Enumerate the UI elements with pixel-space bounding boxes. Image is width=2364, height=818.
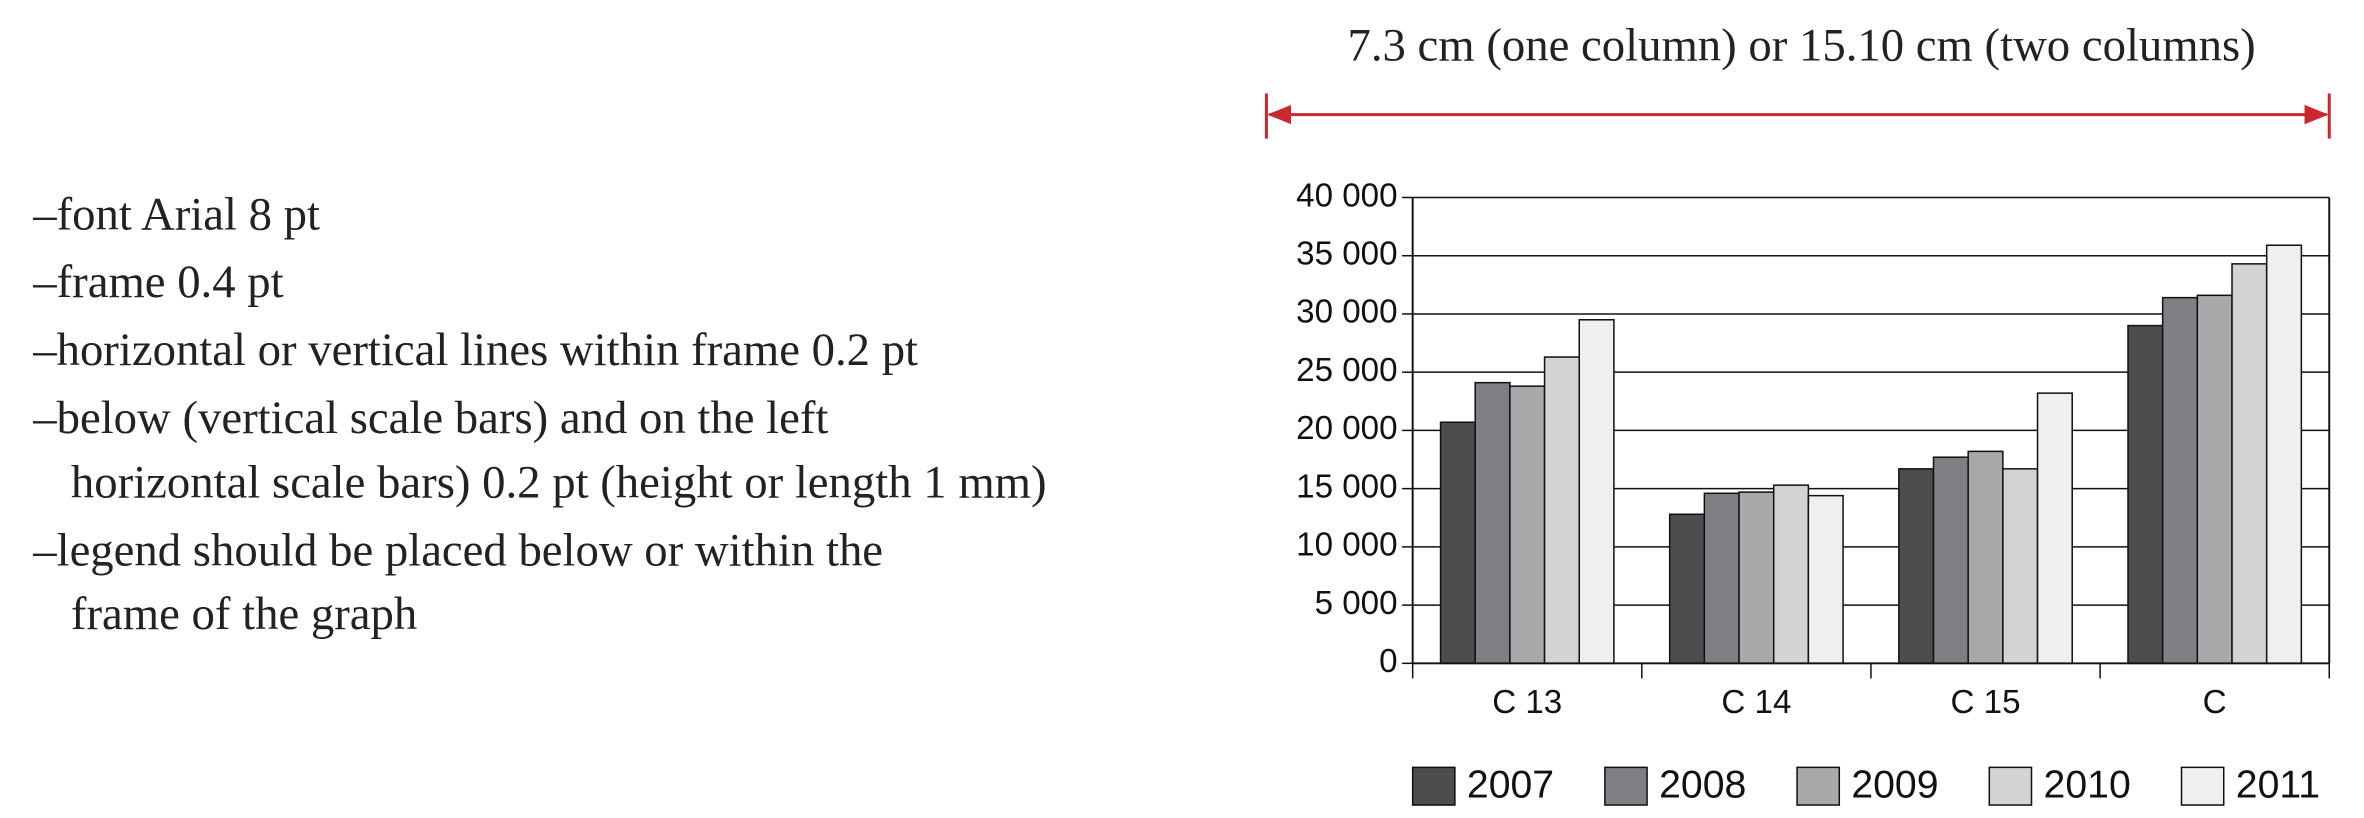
legend-swatch [1988, 766, 2033, 806]
legend-label: 2011 [2236, 763, 2320, 806]
guideline-text: –legend should be placed below or within… [32, 524, 883, 576]
bar [1439, 421, 1476, 665]
legend-swatch [1411, 766, 1456, 806]
bar [1932, 456, 1969, 665]
y-tick-label: 5 000 [1315, 585, 1398, 622]
legend-swatch [1604, 766, 1648, 806]
bar [1474, 381, 1511, 665]
guideline-text: –below (vertical scale bars) and on the … [32, 392, 828, 444]
y-tick-label: 35 000 [1296, 235, 1397, 272]
width-note: 7.3 cm (one column) or 15.10 cm (two col… [1347, 19, 2255, 71]
bar [2161, 296, 2199, 665]
bar [2196, 294, 2233, 665]
x-tick-label: C 14 [1721, 684, 1791, 721]
legend-label: 2007 [1467, 763, 1554, 806]
bar [2127, 324, 2164, 665]
y-tick-label: 15 000 [1296, 468, 1397, 505]
bar [2036, 392, 2073, 665]
guideline-text: –font Arial 8 pt [32, 188, 320, 240]
guideline-text: horizontal scale bars) 0.2 pt (height or… [71, 457, 1047, 509]
bar [2002, 468, 2039, 665]
bar [2231, 263, 2268, 665]
bar [1703, 492, 1740, 665]
legend-label: 2010 [2044, 763, 2131, 806]
bar [1509, 385, 1546, 665]
y-tick-label: 10 000 [1296, 527, 1397, 564]
legend-swatch [2180, 766, 2225, 806]
bar [1668, 513, 1706, 665]
bar [1967, 450, 2004, 665]
guideline-text: –horizontal or vertical lines within fra… [32, 324, 918, 376]
x-tick-label: C 15 [1951, 684, 2021, 721]
y-tick-label: 0 [1379, 643, 1397, 680]
y-tick-label: 30 000 [1296, 294, 1397, 331]
bar [1898, 468, 1935, 665]
bar [1807, 494, 1844, 665]
legend-label: 2009 [1851, 763, 1938, 806]
guideline-text: frame of the graph [71, 588, 417, 640]
bar [1543, 356, 1580, 665]
y-tick-label: 40 000 [1296, 177, 1397, 214]
y-tick-label: 20 000 [1296, 410, 1397, 447]
x-tick-label: C 13 [1492, 684, 1562, 721]
legend-swatch [1796, 766, 1841, 806]
bar [1578, 319, 1615, 665]
guideline-text: –frame 0.4 pt [32, 256, 283, 308]
bar [2265, 244, 2303, 665]
x-tick-label: C [2203, 684, 2227, 721]
bar [1772, 484, 1810, 665]
bar [1738, 491, 1775, 665]
legend-label: 2008 [1659, 763, 1746, 806]
y-tick-label: 25 000 [1296, 352, 1397, 389]
